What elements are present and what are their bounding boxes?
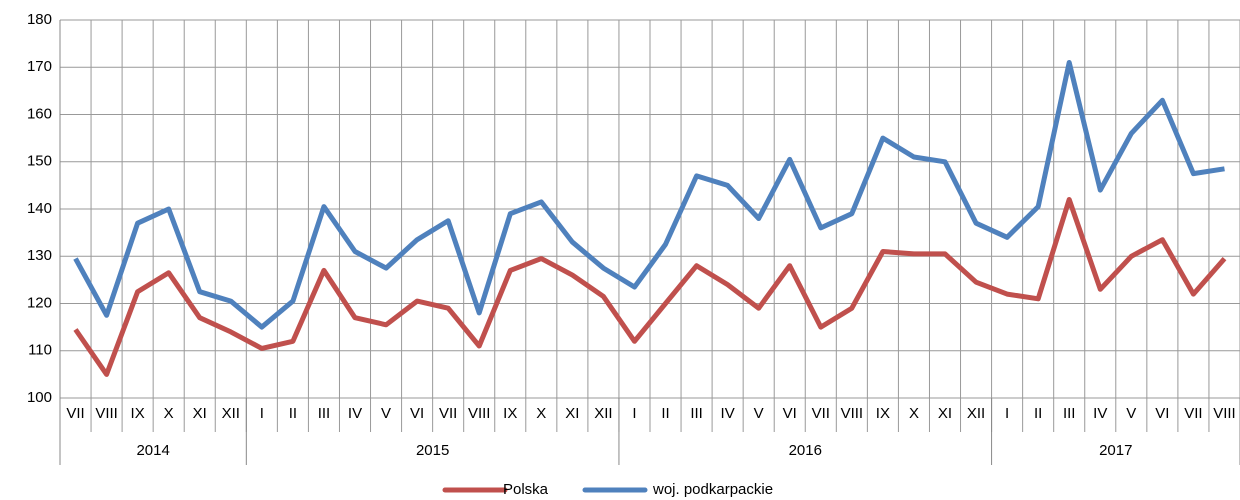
x-tick-label: IV [348, 405, 362, 422]
x-tick-label: VII [1184, 405, 1202, 422]
x-tick-label: IV [721, 405, 735, 422]
x-tick-label: IX [876, 405, 890, 422]
x-tick-label: VIII [1213, 405, 1236, 422]
x-tick-label: X [536, 405, 546, 422]
year-label: 2015 [416, 442, 449, 459]
x-tick-label: VI [783, 405, 797, 422]
x-tick-label: III [690, 405, 703, 422]
x-tick-label: III [1063, 405, 1076, 422]
x-tick-label: IV [1093, 405, 1107, 422]
y-tick-label: 160 [27, 105, 52, 122]
y-tick-label: 100 [27, 389, 52, 406]
x-tick-label: VII [439, 405, 457, 422]
y-tick-label: 170 [27, 58, 52, 75]
x-tick-label: VIII [95, 405, 118, 422]
x-tick-label: I [260, 405, 264, 422]
x-tick-label: XI [938, 405, 952, 422]
x-tick-label: II [289, 405, 297, 422]
y-tick-label: 130 [27, 247, 52, 264]
x-tick-label: V [1126, 405, 1136, 422]
x-tick-label: XI [565, 405, 579, 422]
y-tick-label: 120 [27, 294, 52, 311]
x-tick-label: VIII [468, 405, 491, 422]
y-tick-label: 180 [27, 11, 52, 28]
x-tick-label: IX [131, 405, 145, 422]
year-label: 2016 [789, 442, 822, 459]
x-tick-label: VIII [841, 405, 864, 422]
x-tick-label: X [164, 405, 174, 422]
x-tick-label: VI [410, 405, 424, 422]
x-tick-label: IX [503, 405, 517, 422]
series-line [73, 197, 1227, 377]
x-tick-label: I [632, 405, 636, 422]
x-tick-label: I [1005, 405, 1009, 422]
x-tick-label: XI [193, 405, 207, 422]
y-tick-label: 150 [27, 153, 52, 170]
x-tick-label: XII [222, 405, 240, 422]
year-label: 2014 [136, 442, 169, 459]
x-tick-label: II [661, 405, 669, 422]
year-label: 2017 [1099, 442, 1132, 459]
x-tick-label: III [318, 405, 331, 422]
y-tick-label: 110 [28, 342, 52, 359]
legend-label: Polska [503, 481, 549, 498]
x-tick-label: II [1034, 405, 1042, 422]
x-tick-label: XII [967, 405, 985, 422]
x-tick-label: V [754, 405, 764, 422]
x-tick-label: VII [812, 405, 830, 422]
y-tick-label: 140 [27, 200, 52, 217]
x-tick-label: XII [594, 405, 612, 422]
x-tick-label: X [909, 405, 919, 422]
x-tick-label: VII [66, 405, 84, 422]
x-tick-label: VI [1155, 405, 1169, 422]
legend-label: woj. podkarpackie [652, 481, 773, 498]
series-line [73, 60, 1225, 330]
x-tick-label: V [381, 405, 391, 422]
